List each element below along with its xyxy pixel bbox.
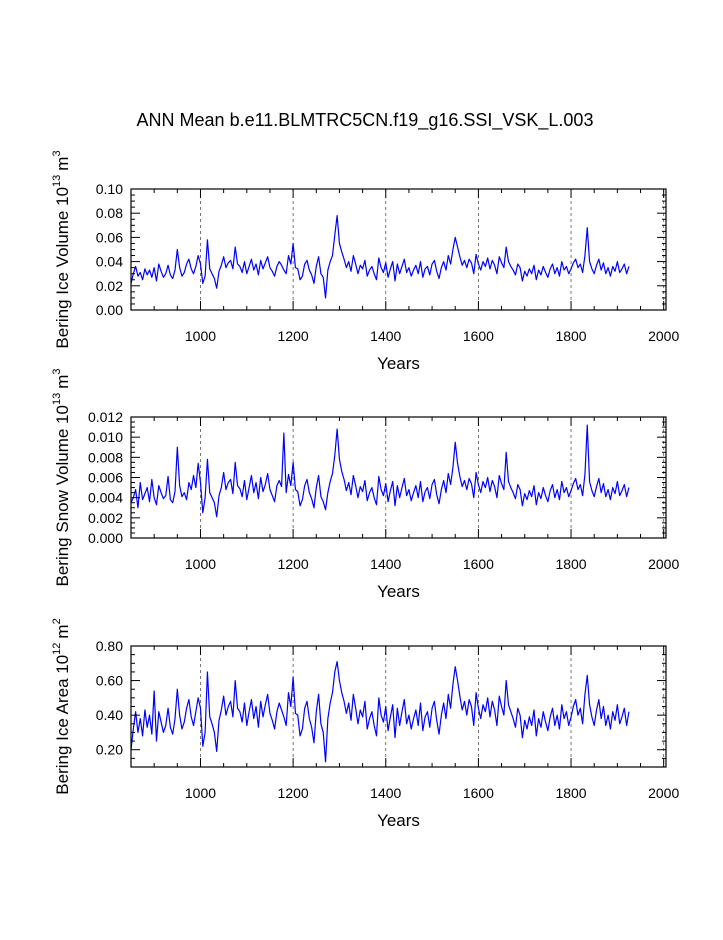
snow-volume-y-axis-label-exponent: 13: [51, 393, 63, 405]
snow-volume-x-tick-label: 1200: [278, 556, 309, 572]
ice-area-y-tick-label: 0.40: [96, 707, 123, 723]
ice-area-x-tick-label: 2000: [648, 785, 679, 801]
ice-area-x-axis-label: Years: [377, 811, 420, 830]
ice-area-y-axis-label-unit-exponent: 2: [51, 618, 63, 624]
snow-volume-y-tick-label: 0.002: [88, 510, 123, 526]
ice-area-x-tick-label: 1800: [555, 785, 586, 801]
ice-volume-y-tick-label: 0.08: [96, 205, 123, 221]
ice-volume-y-axis-label-unit: m: [53, 157, 72, 171]
ice-volume-x-tick-label: 1200: [278, 328, 309, 344]
ice-volume-y-axis-label-unit-exponent: 3: [51, 150, 63, 156]
ice-area-y-axis-label-exponent: 12: [51, 643, 63, 655]
ice-volume-x-axis-label: Years: [377, 354, 420, 373]
snow-volume-y-tick-label: 0.010: [88, 429, 123, 445]
ice-area-y-axis-label: Bering Ice Area 1012 m2: [51, 618, 72, 794]
ice-area-panel: 1000 1200 1400 1600 1800 2000 0.20 0.40 0.60 0.80…: [51, 618, 679, 830]
ice-area-x-tick-label: 1600: [463, 785, 494, 801]
snow-volume-x-tick-label: 2000: [648, 556, 679, 572]
snow-volume-x-tick-label: 1400: [370, 556, 401, 572]
ice-area-x-tick-label: 1200: [278, 785, 309, 801]
snow-volume-series-line: [130, 424, 630, 518]
ice-area-y-tick-label: 0.80: [96, 638, 123, 654]
snow-volume-x-axis-label: Years: [377, 582, 420, 601]
ice-volume-x-tick-label: 1800: [555, 328, 586, 344]
ice-area-y-tick-label: 0.60: [96, 673, 123, 689]
ice-area-y-axis-label-main: Bering Ice Area 10: [53, 655, 72, 795]
ice-volume-y-tick-label: 0.06: [96, 229, 123, 245]
snow-volume-y-tick-label: 0.006: [88, 470, 123, 486]
ice-volume-y-axis-label-exponent: 13: [51, 175, 63, 187]
ice-volume-y-tick-label: 0.10: [96, 181, 123, 197]
ice-area-y-tick-label: 0.20: [96, 742, 123, 758]
ice-area-x-tick-label: 1000: [185, 785, 216, 801]
ice-area-y-axis-label-unit: m: [53, 624, 72, 638]
ice-area-x-tick-label: 1400: [370, 785, 401, 801]
ice-volume-y-axis-label-main: Bering Ice Volume 10: [53, 187, 72, 349]
snow-volume-panel: 1000 1200 1400 1600 1800 2000 0.000 0.002 0.004 0…: [51, 369, 679, 602]
snow-volume-y-axis-label-unit: m: [53, 375, 72, 389]
ice-volume-y-axis-label: Bering Ice Volume 1013 m3: [51, 150, 72, 348]
ice-volume-x-tick-label: 2000: [648, 328, 679, 344]
ice-area-series-line: [130, 660, 630, 763]
ice-volume-x-tick-label: 1400: [370, 328, 401, 344]
snow-volume-y-tick-label: 0.008: [88, 449, 123, 465]
ice-volume-series-line: [130, 215, 630, 299]
snow-volume-y-axis-label: Bering Snow Volume 1013 m3: [51, 369, 72, 587]
snow-volume-y-tick-label: 0.000: [88, 530, 123, 546]
ice-volume-x-tick-label: 1000: [185, 328, 216, 344]
snow-volume-y-tick-label: 0.004: [88, 490, 123, 506]
snow-volume-x-tick-label: 1000: [185, 556, 216, 572]
ice-area-plot-frame: [130, 645, 667, 768]
ice-volume-y-tick-label: 0.04: [96, 254, 123, 270]
ice-volume-y-tick-label: 0.00: [96, 302, 123, 318]
snow-volume-x-tick-label: 1600: [463, 556, 494, 572]
snow-volume-y-axis-label-main: Bering Snow Volume 10: [53, 405, 72, 586]
ice-volume-y-tick-label: 0.02: [96, 278, 123, 294]
ice-volume-x-tick-label: 1600: [463, 328, 494, 344]
snow-volume-x-tick-label: 1800: [555, 556, 586, 572]
snow-volume-plot-frame: [130, 416, 667, 539]
snow-volume-y-tick-label: 0.012: [88, 409, 123, 425]
ice-volume-panel: 1000 1200 1400 1600 1800 2000 0.00 0.02 0.04 0.06…: [51, 150, 679, 373]
snow-volume-y-axis-label-unit-exponent: 3: [51, 369, 63, 375]
chart-title: ANN Mean b.e11.BLMTRC5CN.f19_g16.SSI_VSK…: [137, 110, 594, 131]
